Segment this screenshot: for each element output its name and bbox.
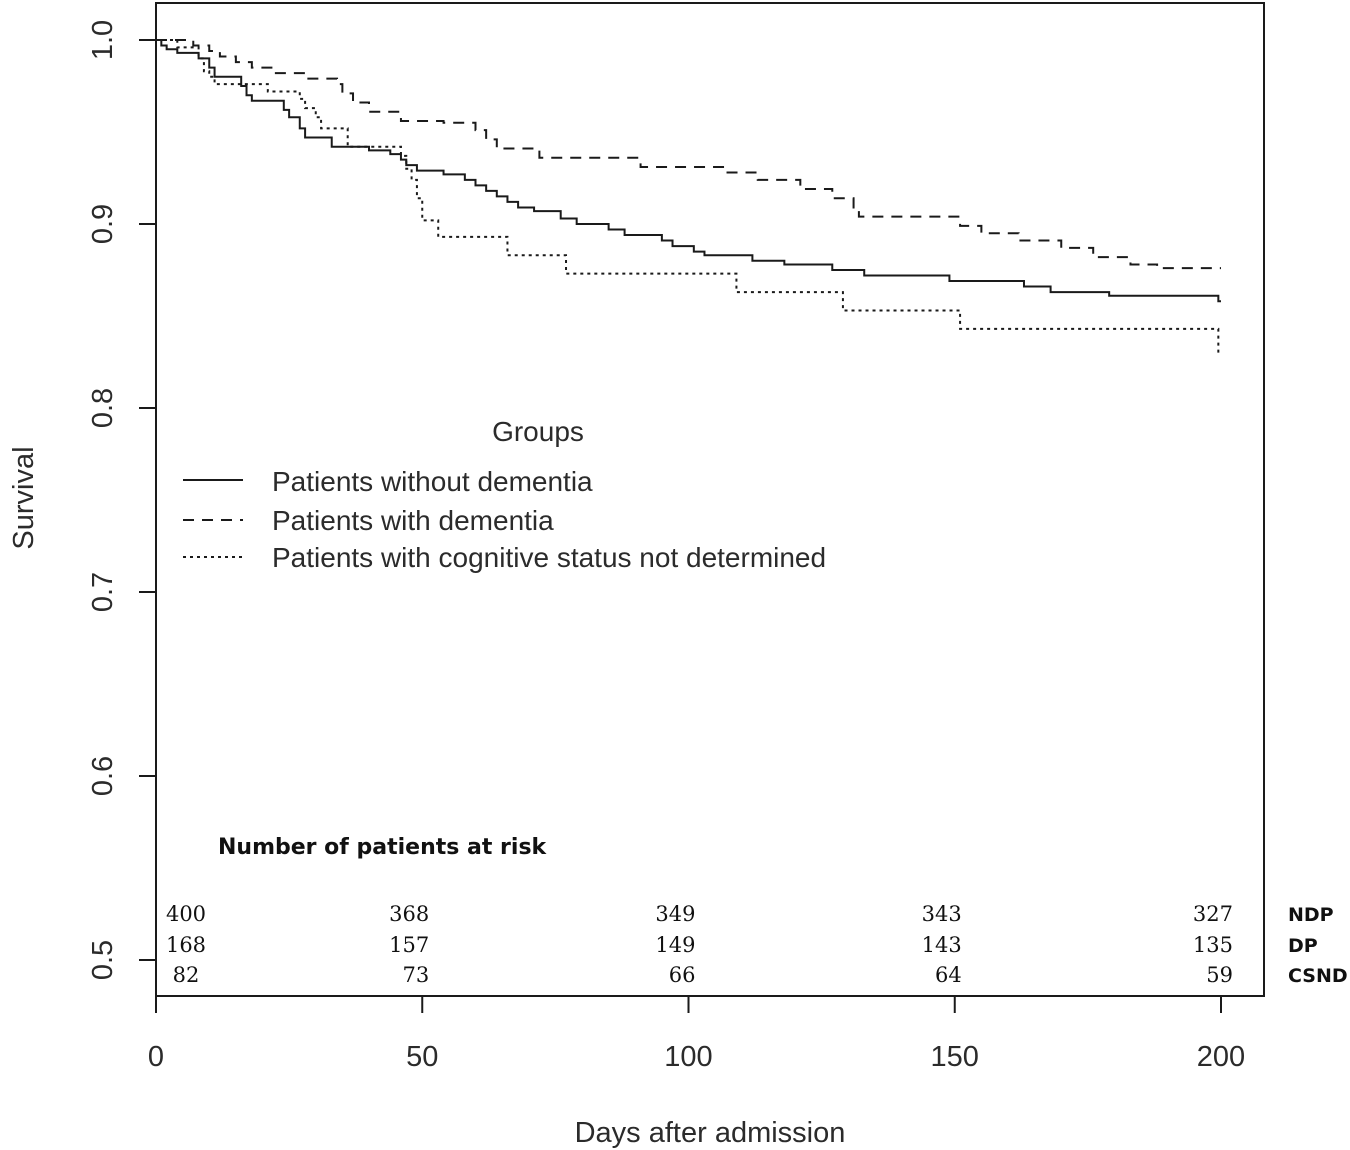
y-tick-label: 0.9 [87, 204, 119, 244]
axes: 0 50 100 150 200 0.5 0.6 0.7 0.8 0.9 1.0 [87, 2, 1265, 1073]
series-with-dementia [156, 39, 1221, 270]
x-tick-label: 0 [148, 1041, 164, 1073]
survival-curves [156, 39, 1221, 354]
risk-count: 349 [655, 902, 695, 926]
risk-group-label: NDP [1288, 904, 1334, 926]
y-axis-label: Survival [8, 446, 40, 549]
risk-count: 149 [655, 933, 695, 957]
risk-count: 59 [1206, 963, 1233, 987]
x-tick-label: 50 [406, 1041, 438, 1073]
x-axis-label: Days after admission [575, 1117, 846, 1149]
legend-label-not-determined: Patients with cognitive status not deter… [272, 542, 826, 573]
x-tick-label: 100 [664, 1041, 712, 1073]
risk-count: 327 [1193, 902, 1233, 926]
risk-count: 400 [166, 902, 206, 926]
y-tick-label: 1.0 [87, 20, 119, 60]
x-tick-label: 200 [1197, 1041, 1245, 1073]
y-tick-label: 0.6 [87, 756, 119, 796]
legend-title: Groups [492, 416, 584, 447]
risk-row-dp: 168 157 149 143 135 DP [166, 933, 1318, 957]
risk-count: 368 [389, 902, 429, 926]
plot-frame [155, 2, 1265, 997]
risk-count: 82 [173, 963, 200, 987]
legend: Groups Patients without dementia Patient… [183, 416, 826, 573]
risk-row-ndp: 400 368 349 343 327 NDP [166, 902, 1334, 926]
legend-label-without-dementia: Patients without dementia [272, 466, 593, 497]
risk-count: 157 [389, 933, 429, 957]
risk-table-title: Number of patients at risk [218, 835, 548, 860]
risk-row-csnd: 82 73 66 64 59 CSND [173, 963, 1348, 987]
risk-count: 168 [166, 933, 206, 957]
x-tick-label: 150 [931, 1041, 979, 1073]
risk-count: 143 [922, 933, 962, 957]
risk-group-label: CSND [1288, 965, 1348, 987]
risk-count: 73 [403, 963, 430, 987]
risk-count: 64 [935, 963, 962, 987]
y-tick-label: 0.8 [87, 388, 119, 428]
risk-count: 66 [669, 963, 696, 987]
risk-count: 135 [1193, 933, 1233, 957]
risk-group-label: DP [1288, 935, 1318, 957]
y-tick-label: 0.7 [87, 572, 119, 612]
risk-count: 343 [922, 902, 962, 926]
y-tick-label: 0.5 [87, 940, 119, 980]
series-without-dementia [156, 39, 1221, 303]
risk-table: Number of patients at risk 400 368 349 343 3… [166, 835, 1348, 987]
legend-label-with-dementia: Patients with dementia [272, 505, 554, 536]
